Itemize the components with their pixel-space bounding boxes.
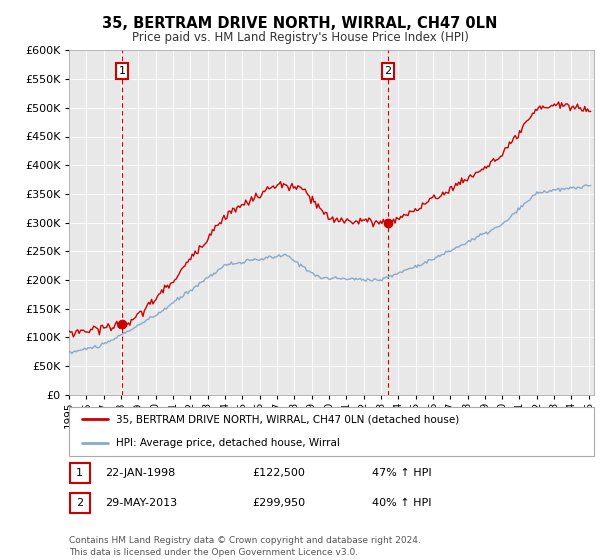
Text: Price paid vs. HM Land Registry's House Price Index (HPI): Price paid vs. HM Land Registry's House … (131, 31, 469, 44)
Text: £122,500: £122,500 (252, 468, 305, 478)
Text: 1: 1 (76, 468, 83, 478)
Text: 29-MAY-2013: 29-MAY-2013 (105, 498, 177, 508)
Text: 22-JAN-1998: 22-JAN-1998 (105, 468, 175, 478)
Text: 2: 2 (385, 66, 392, 76)
Text: 1: 1 (118, 66, 125, 76)
Text: £299,950: £299,950 (252, 498, 305, 508)
Text: 2: 2 (76, 498, 83, 508)
Text: 40% ↑ HPI: 40% ↑ HPI (372, 498, 431, 508)
Text: HPI: Average price, detached house, Wirral: HPI: Average price, detached house, Wirr… (116, 437, 340, 447)
Text: 35, BERTRAM DRIVE NORTH, WIRRAL, CH47 0LN (detached house): 35, BERTRAM DRIVE NORTH, WIRRAL, CH47 0L… (116, 414, 460, 424)
Text: 35, BERTRAM DRIVE NORTH, WIRRAL, CH47 0LN: 35, BERTRAM DRIVE NORTH, WIRRAL, CH47 0L… (103, 16, 497, 31)
Text: 47% ↑ HPI: 47% ↑ HPI (372, 468, 431, 478)
Text: Contains HM Land Registry data © Crown copyright and database right 2024.
This d: Contains HM Land Registry data © Crown c… (69, 536, 421, 557)
